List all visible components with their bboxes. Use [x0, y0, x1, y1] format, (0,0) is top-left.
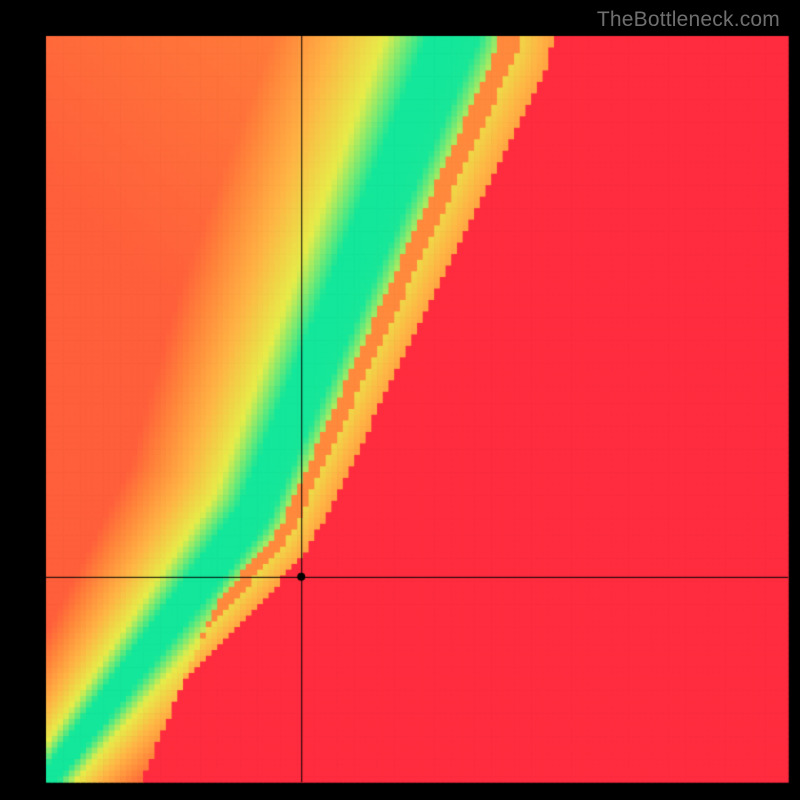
chart-container: TheBottleneck.com	[0, 0, 800, 800]
watermark-text: TheBottleneck.com	[597, 8, 780, 32]
bottleneck-heatmap	[0, 0, 800, 800]
